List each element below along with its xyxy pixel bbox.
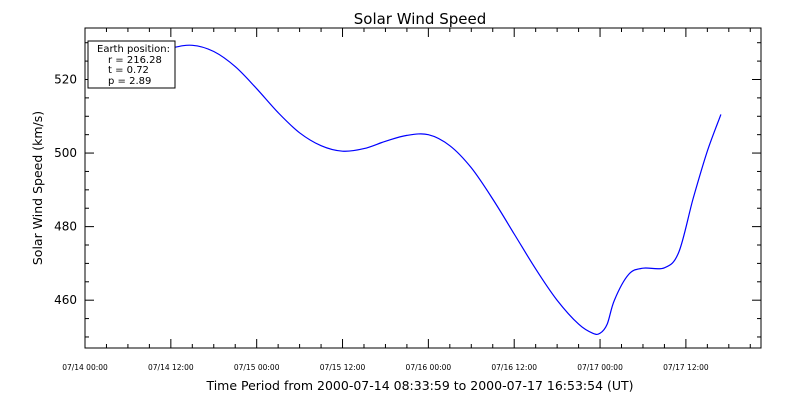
y-tick-label: 520 [54,72,77,86]
earth-position-frame [87,40,176,89]
x-tick-label: 07/15 12:00 [320,363,366,372]
y-tick-label: 480 [54,220,77,234]
plot-frame [84,27,762,349]
x-tick-label: 07/15 00:00 [234,363,280,372]
earth-position-t: t = 0.72 [108,65,149,76]
earth-position-heading: Earth position: [97,44,170,55]
earth-position-p: p = 2.89 [108,76,151,87]
x-tick-label: 07/17 12:00 [663,363,709,372]
series-layer [146,44,722,336]
x-axis: 07/14 00:00 07/14 12:00 07/15 00:00 07/15 1… [62,28,751,372]
x-tick-label: 07/16 00:00 [406,363,452,372]
x-tick-label: 07/17 00:00 [577,363,623,372]
x-axis-label: Time Period from 2000-07-14 08:33:59 to … [205,378,633,393]
x-tick-label: 07/14 12:00 [148,363,194,372]
x-tick-label: 07/14 00:00 [62,363,108,372]
x-tick-label: 07/16 12:00 [491,363,537,372]
y-axis: 460 480 500 520 [54,42,761,338]
y-tick-label: 500 [54,146,77,160]
solar-wind-speed-line [146,44,722,336]
y-tick-label: 460 [54,293,77,307]
chart-title: Solar Wind Speed [354,10,486,28]
earth-position-r: r = 216.28 [108,55,162,66]
y-axis-label: Solar Wind Speed (km/s) [30,111,45,265]
earth-position-box: Earth position: r = 216.28 t = 0.72 p = … [87,40,176,89]
